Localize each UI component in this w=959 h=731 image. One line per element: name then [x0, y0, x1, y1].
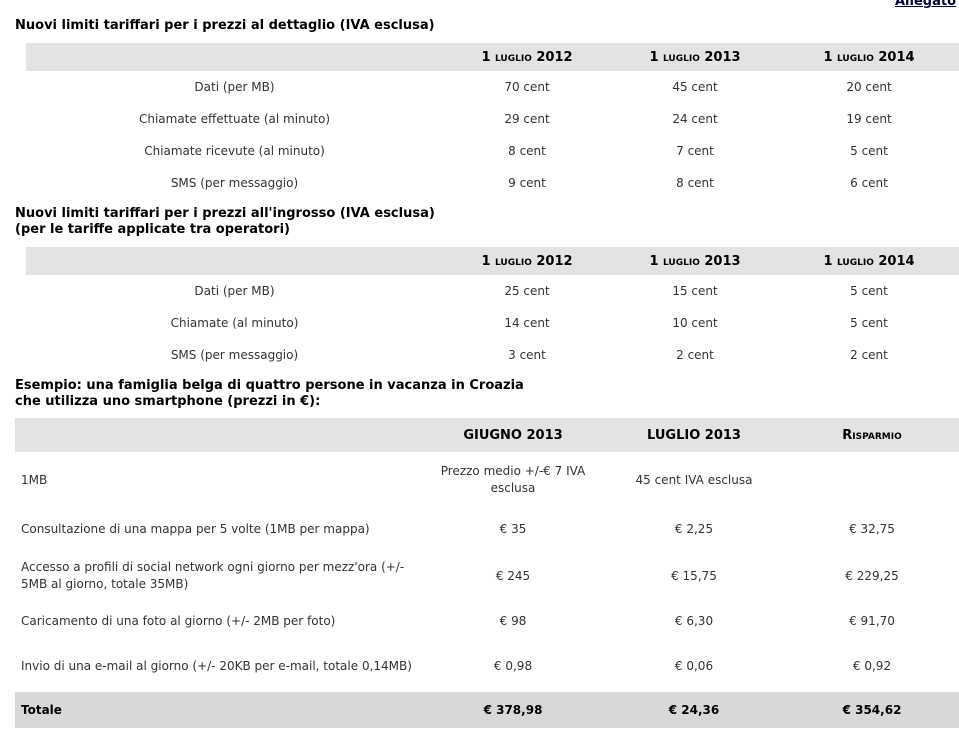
row-label: Dati (per MB) [194, 284, 275, 298]
table-row: Invio di una e-mail al giorno (+/- 20KB … [15, 640, 959, 692]
cell-risparmio: € 32,75 [849, 522, 895, 536]
cell-2013: 15 cent [672, 284, 718, 298]
cell-2014: 5 cent [850, 316, 888, 330]
retail-header-row: 1 luglio 2012 1 luglio 2013 1 luglio 201… [26, 43, 959, 71]
cell-2012: 14 cent [504, 316, 550, 330]
cell-2013: 2 cent [676, 348, 714, 362]
cell-2014: 19 cent [846, 112, 892, 126]
total-label: Totale [15, 692, 423, 728]
cell-2013: 24 cent [672, 112, 718, 126]
row-label: Chiamate (al minuto) [170, 316, 299, 330]
example-costs-table: GIUGNO 2013 LUGLIO 2013 Risparmio 1MB Pr… [15, 418, 959, 728]
total-risparmio: € 354,62 [785, 692, 959, 728]
example-section-title: Esempio: una famiglia belga di quattro p… [15, 371, 959, 418]
retail-section-title: Nuovi limiti tariffari per i prezzi al d… [15, 18, 435, 33]
row-label: 1MB [21, 472, 48, 487]
cell-2014: 20 cent [846, 80, 892, 94]
wholesale-title-line1: Nuovi limiti tariffari per i prezzi all'… [15, 206, 435, 221]
retail-header-jul2013: 1 luglio 2013 [611, 43, 779, 71]
table-row: Chiamate ricevute (al minuto) 8 cent 7 c… [26, 135, 959, 167]
cell-2014: 6 cent [850, 176, 888, 190]
cell-luglio: € 6,30 [674, 614, 714, 628]
row-label: Caricamento di una foto al giorno (+/- 2… [21, 613, 336, 628]
example-header-row: GIUGNO 2013 LUGLIO 2013 Risparmio [15, 418, 959, 452]
example-header-risparmio: Risparmio [785, 418, 959, 452]
cell-2012: 3 cent [508, 348, 546, 362]
retail-prices-table: 1 luglio 2012 1 luglio 2013 1 luglio 201… [26, 43, 959, 199]
example-header-giugno: GIUGNO 2013 [423, 418, 603, 452]
cell-giugno: Prezzo medio +/-€ 7 IVA esclusa [440, 464, 586, 495]
table-row: SMS (per messaggio) 3 cent 2 cent 2 cent [26, 339, 959, 371]
cell-2013: 45 cent [672, 80, 718, 94]
example-header-empty [15, 418, 423, 452]
total-luglio: € 24,36 [603, 692, 785, 728]
total-giugno: € 378,98 [423, 692, 603, 728]
example-title-line1: Esempio: una famiglia belga di quattro p… [15, 378, 524, 393]
table-row: Dati (per MB) 70 cent 45 cent 20 cent [26, 71, 959, 103]
total-row: Totale € 378,98 € 24,36 € 354,62 [15, 692, 959, 728]
row-label: Dati (per MB) [194, 80, 275, 94]
cell-giugno: € 0,98 [493, 659, 533, 673]
wholesale-section-title: Nuovi limiti tariffari per i prezzi all'… [15, 199, 959, 247]
row-label: Chiamate ricevute (al minuto) [144, 144, 325, 158]
cell-luglio: 45 cent IVA esclusa [635, 472, 753, 487]
row-label: Consultazione di una mappa per 5 volte (… [21, 521, 370, 536]
row-label: Chiamate effettuate (al minuto) [138, 112, 331, 126]
cell-risparmio: € 0,92 [852, 659, 892, 673]
cell-2014: 2 cent [850, 348, 888, 362]
table-row: Accesso a profili di social network ogni… [15, 550, 959, 602]
table-row: Dati (per MB) 25 cent 15 cent 5 cent [26, 275, 959, 307]
cell-2012: 25 cent [504, 284, 550, 298]
cell-luglio: € 2,25 [674, 522, 714, 536]
wholesale-title-line2: (per le tariffe applicate tra operatori) [15, 222, 290, 237]
table-row: Chiamate effettuate (al minuto) 29 cent … [26, 103, 959, 135]
allegato-link[interactable]: Allegato [894, 0, 956, 9]
wholesale-header-jul2013: 1 luglio 2013 [611, 247, 779, 275]
cell-2013: 10 cent [672, 316, 718, 330]
cell-luglio: € 15,75 [671, 569, 717, 583]
cell-2012: 70 cent [504, 80, 550, 94]
wholesale-header-jul2014: 1 luglio 2014 [779, 247, 959, 275]
cell-luglio: € 0,06 [674, 659, 714, 673]
wholesale-header-jul2012: 1 luglio 2012 [443, 247, 611, 275]
row-label: SMS (per messaggio) [170, 348, 299, 362]
cell-giugno: € 245 [495, 569, 531, 583]
cell-risparmio: € 229,25 [845, 569, 899, 583]
cell-2014: 5 cent [850, 284, 888, 298]
cell-giugno: € 35 [499, 522, 527, 536]
cell-giugno: € 98 [499, 614, 527, 628]
table-row: 1MB Prezzo medio +/-€ 7 IVA esclusa 45 c… [15, 452, 959, 508]
wholesale-prices-table: 1 luglio 2012 1 luglio 2013 1 luglio 201… [26, 247, 959, 371]
cell-2014: 5 cent [850, 144, 888, 158]
wholesale-header-row: 1 luglio 2012 1 luglio 2013 1 luglio 201… [26, 247, 959, 275]
table-row: Chiamate (al minuto) 14 cent 10 cent 5 c… [26, 307, 959, 339]
row-label: SMS (per messaggio) [170, 176, 299, 190]
retail-header-jul2014: 1 luglio 2014 [779, 43, 959, 71]
table-row: Consultazione di una mappa per 5 volte (… [15, 508, 959, 550]
row-label: Accesso a profili di social network ogni… [21, 560, 405, 591]
table-row: Caricamento di una foto al giorno (+/- 2… [15, 602, 959, 640]
cell-risparmio [785, 452, 959, 508]
cell-2012: 29 cent [504, 112, 550, 126]
retail-header-empty [26, 43, 443, 71]
allegato-link-container: Allegato [895, 0, 956, 9]
example-header-luglio: LUGLIO 2013 [603, 418, 785, 452]
cell-2012: 8 cent [508, 144, 546, 158]
row-label: Invio di una e-mail al giorno (+/- 20KB … [21, 658, 412, 673]
cell-risparmio: € 91,70 [849, 614, 895, 628]
retail-header-jul2012: 1 luglio 2012 [443, 43, 611, 71]
example-title-line2: che utilizza uno smartphone (prezzi in €… [15, 394, 321, 409]
cell-2012: 9 cent [508, 176, 546, 190]
cell-2013: 8 cent [676, 176, 714, 190]
wholesale-header-empty [26, 247, 443, 275]
table-row: SMS (per messaggio) 9 cent 8 cent 6 cent [26, 167, 959, 199]
cell-2013: 7 cent [676, 144, 714, 158]
